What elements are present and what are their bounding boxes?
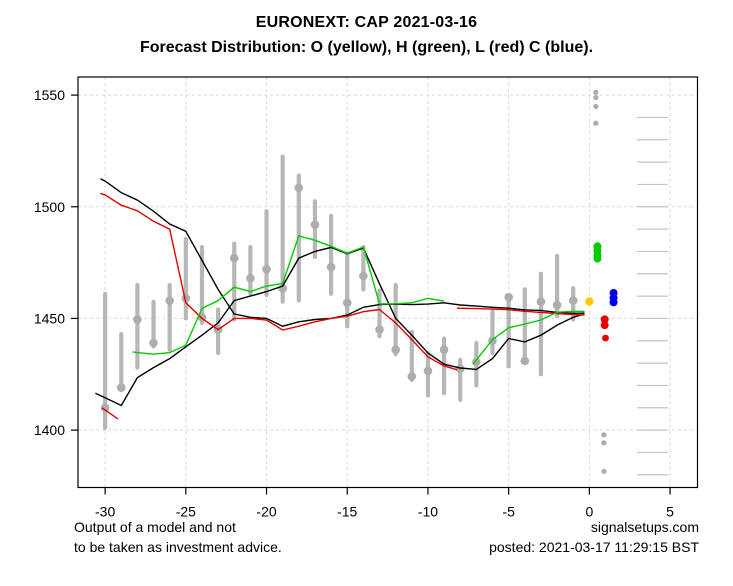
svg-text:-5: -5 [502,504,515,520]
axes: -30 -25 -20 -15 -10 -5 0 5 1400 1450 1500 1550 [34,76,699,520]
disclaimer-line1: Output of a model and not [74,519,236,535]
disclaimer-line2: to be taken as investment advice. [74,539,282,555]
svg-text:0: 0 [585,504,593,520]
svg-text:-10: -10 [418,504,438,520]
red-line-start-stub [101,407,119,420]
lower-black-line [95,246,585,407]
gridlines [78,77,698,488]
green-line-end [472,310,585,365]
disclaimer: Output of a model and not to be taken as… [74,517,282,557]
svg-text:-30: -30 [95,504,115,520]
svg-text:1550: 1550 [34,87,65,103]
forecast-dots [585,89,618,475]
chart-subtitle-legend: Forecast Distribution: O (yellow), H (gr… [139,39,594,56]
posted-timestamp: posted: 2021-03-17 11:29:15 BST [489,539,699,555]
distribution-ruler [636,116,668,476]
svg-text:-15: -15 [337,504,357,520]
red-line-main [100,192,458,371]
green-line-main [132,234,445,355]
svg-text:-20: -20 [256,504,276,520]
forecast-lines [95,178,585,420]
svg-text:5: 5 [666,504,674,520]
svg-text:-25: -25 [176,504,196,520]
svg-text:1450: 1450 [34,310,65,326]
attribution: signalsetups.com posted: 2021-03-17 11:2… [489,517,699,557]
page-title: EURONEXT: CAP 2021-03-16 [255,14,478,31]
site-name: signalsetups.com [590,519,699,535]
svg-text:1500: 1500 [34,199,65,215]
candles [100,154,578,430]
svg-text:1400: 1400 [34,422,65,438]
red-line-end [456,307,585,316]
